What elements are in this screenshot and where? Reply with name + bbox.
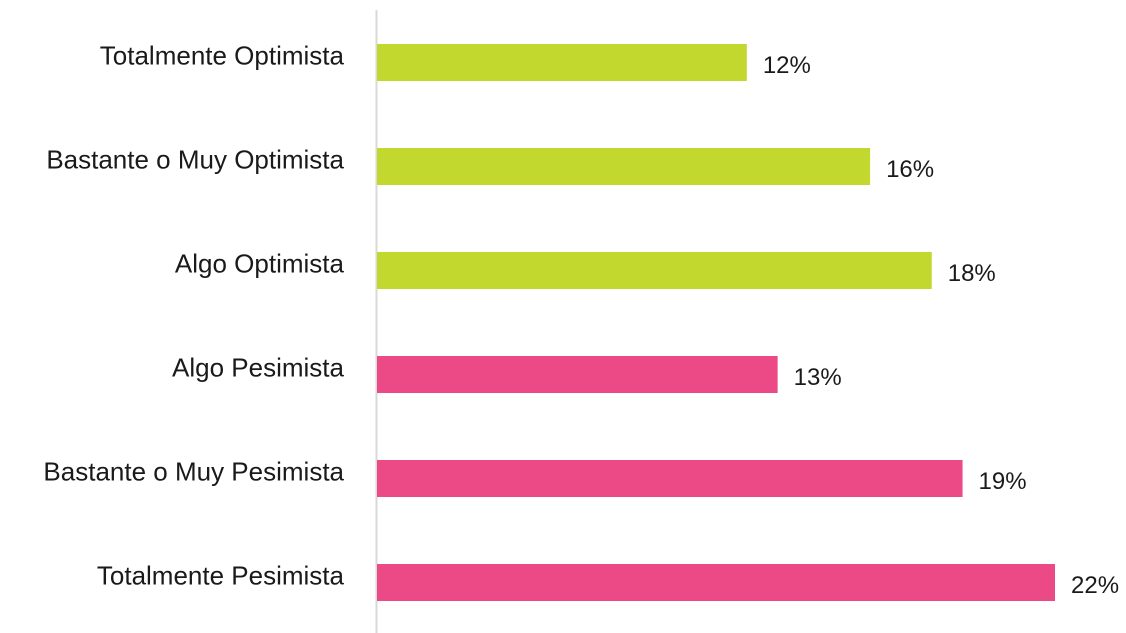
- category-label-5: Totalmente Pesimista: [97, 560, 345, 590]
- data-label-1: 16%: [886, 156, 934, 183]
- category-label-4: Bastante o Muy Pesimista: [43, 456, 344, 486]
- bar-0: [377, 44, 747, 81]
- data-label-5: 22%: [1071, 572, 1119, 599]
- bar-group: Totalmente Optimista 12% Bastante o Muy Op…: [43, 40, 1119, 601]
- data-label-2: 18%: [948, 260, 996, 287]
- category-label-0: Totalmente Optimista: [100, 40, 345, 70]
- bar-1: [377, 148, 871, 185]
- bar-4: [377, 460, 963, 497]
- data-label-4: 19%: [979, 468, 1027, 495]
- data-label-0: 12%: [763, 52, 811, 79]
- category-label-3: Algo Pesimista: [172, 352, 344, 382]
- bar-2: [377, 252, 932, 289]
- category-label-2: Algo Optimista: [175, 248, 345, 278]
- bar-3: [377, 356, 778, 393]
- category-label-1: Bastante o Muy Optimista: [46, 144, 344, 174]
- data-label-3: 13%: [794, 364, 842, 391]
- bar-5: [377, 564, 1055, 601]
